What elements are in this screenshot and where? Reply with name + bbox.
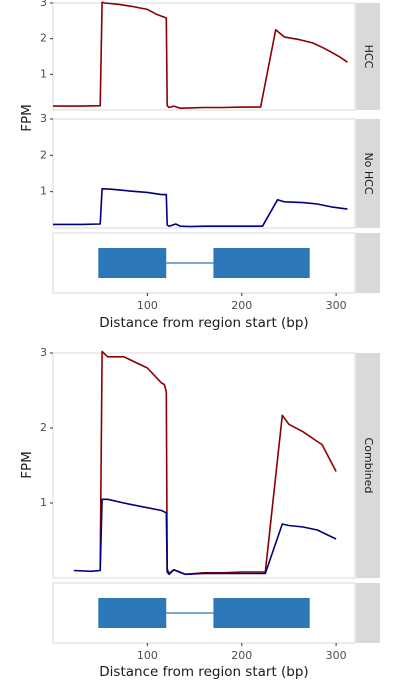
y-tick-label: 2 [40,421,47,434]
y-tick-label: 1 [40,67,47,80]
exon-block [98,248,167,278]
exon-block [213,248,310,278]
gene-model-strip [356,583,380,643]
y-tick-label: 2 [40,148,47,161]
panel-background [52,2,356,111]
y-tick-label: 3 [40,112,47,125]
facet-strip [356,3,380,110]
x-tick-label: 200 [231,649,252,662]
x-tick-label: 300 [326,299,347,312]
y-tick-label: 2 [40,32,47,45]
facet-strip-label: Combined [362,438,375,494]
y-tick-label: 3 [40,0,47,9]
exon-block [98,598,167,628]
series-line [53,188,348,228]
x-tick-label: 300 [326,649,347,662]
y-tick-label: 1 [40,185,47,198]
series-line [73,498,337,576]
exon-block [213,598,310,628]
gene-model-strip [356,233,380,293]
x-tick-label: 100 [137,299,158,312]
y-axis-label: FPM [19,451,35,479]
y-tick-label: 3 [40,346,47,359]
series-line [53,1,348,109]
facet-strip [356,119,380,228]
x-axis-label: Distance from region start (bp) [99,664,308,680]
facet-strip-label: HCC [362,45,375,69]
panel-background [52,118,356,229]
x-tick-label: 200 [231,299,252,312]
x-tick-label: 100 [137,649,158,662]
y-axis-label: FPM [19,104,35,132]
panel-background [52,352,356,579]
facet-strip-label: No HCC [362,152,375,194]
x-axis-label: Distance from region start (bp) [99,315,308,331]
y-tick-label: 1 [40,496,47,509]
facet-strip [356,353,380,578]
